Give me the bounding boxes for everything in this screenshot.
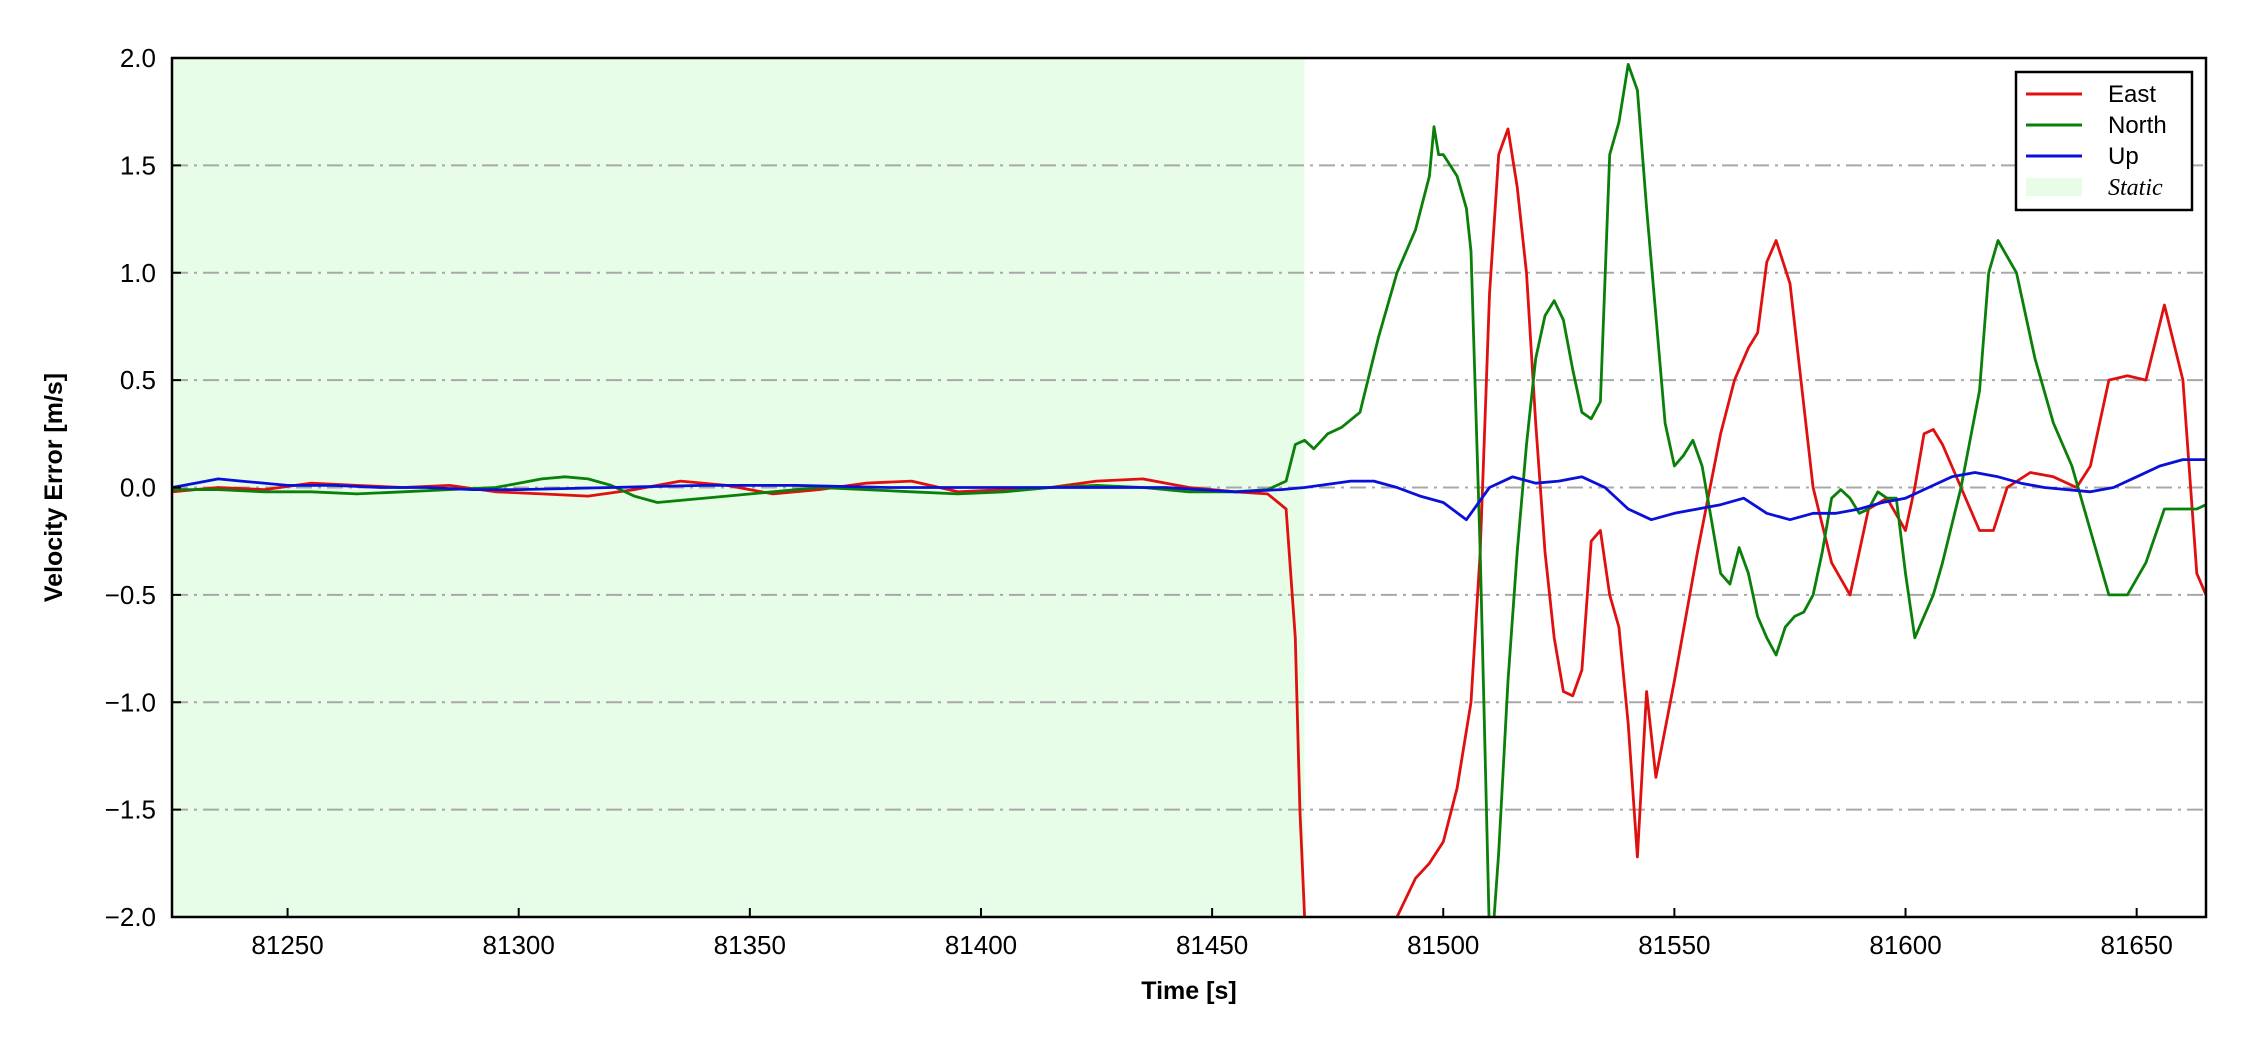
y-tick-label: 0.5 xyxy=(120,365,156,395)
x-tick-label: 81300 xyxy=(483,930,555,960)
y-tick-label: −0.5 xyxy=(105,580,156,610)
series-layer xyxy=(172,63,2206,917)
y-axis-ticks: −2.0 −1.5 −1.0 −0.5 0.0 0.5 1.0 1.5 2.0 xyxy=(105,43,181,932)
y-tick-label: −2.0 xyxy=(105,902,156,932)
x-tick-label: 81500 xyxy=(1407,930,1479,960)
x-tick-label: 81650 xyxy=(2101,930,2173,960)
y-tick-label: 0.0 xyxy=(120,473,156,503)
y-tick-label: 2.0 xyxy=(120,43,156,73)
x-axis-ticks: 81250 81300 81350 81400 81450 81500 81550 81600… xyxy=(251,908,2173,960)
series-line-up xyxy=(172,458,2206,522)
x-tick-label: 81400 xyxy=(945,930,1017,960)
y-tick-label: 1.0 xyxy=(120,258,156,288)
legend: East North Up Static xyxy=(2014,70,2194,212)
x-tick-label: 81350 xyxy=(714,930,786,960)
legend-swatch-static xyxy=(2026,178,2082,196)
x-tick-label: 81600 xyxy=(1869,930,1941,960)
series-line-north xyxy=(172,63,2206,917)
legend-label-static: Static xyxy=(2108,175,2163,201)
legend-label-north: North xyxy=(2108,112,2167,139)
y-tick-label: 1.5 xyxy=(120,150,156,180)
x-axis-label: Time [s] xyxy=(1141,977,1236,1005)
legend-label-up: Up xyxy=(2108,143,2139,170)
legend-label-east: East xyxy=(2108,81,2156,108)
series-line-east xyxy=(172,127,2206,917)
y-tick-label: −1.0 xyxy=(105,687,156,717)
x-tick-label: 81250 xyxy=(251,930,323,960)
x-tick-label: 81550 xyxy=(1638,930,1710,960)
y-tick-label: −1.5 xyxy=(105,795,156,825)
y-axis-label: Velocity Error [m/s] xyxy=(40,373,68,602)
x-tick-label: 81450 xyxy=(1176,930,1248,960)
